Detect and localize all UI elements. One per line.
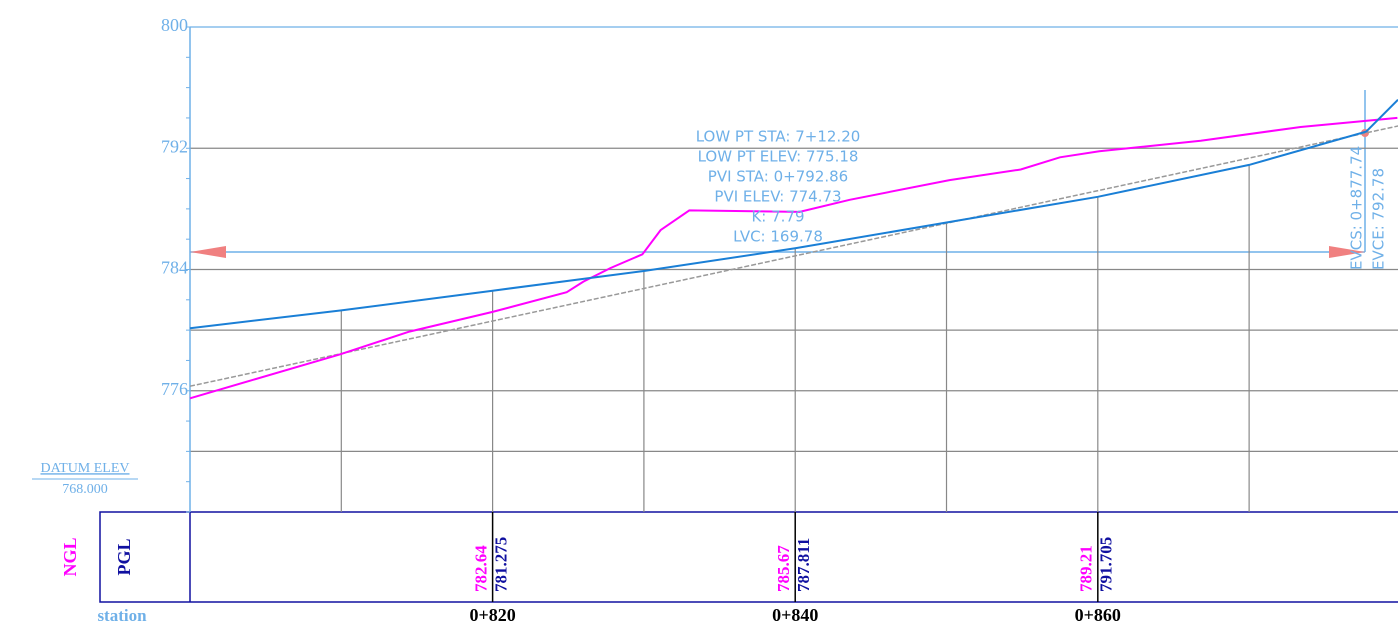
curve-annotation: LVC: 169.78 [733, 228, 823, 246]
y-tick-label: 776 [161, 379, 188, 399]
curve-annotation: PVI STA: 0+792.86 [708, 168, 848, 186]
y-tick-label: 784 [161, 258, 188, 278]
station-tick-label: 0+840 [772, 605, 818, 625]
band-box [99, 511, 1398, 603]
ngl-value: 789.21 [1077, 545, 1096, 592]
curve-annotation: LOW PT STA: 7+12.20 [696, 128, 861, 146]
curve-annotation: LOW PT ELEV: 775.18 [698, 148, 859, 166]
ngl-value: 782.64 [472, 545, 491, 592]
y-tick-label: 800 [161, 15, 188, 35]
evc-annotation: EVCE: 792.78 [1370, 168, 1388, 270]
arrow-left [190, 246, 226, 258]
station-tick-label: 0+820 [469, 605, 515, 625]
pgl-value: 791.705 [1097, 537, 1116, 592]
pgl-value: 781.275 [492, 537, 511, 592]
datum-value: 768.000 [62, 482, 108, 497]
ngl-band-name: NGL [60, 537, 80, 576]
pgl-band-name: PGL [114, 538, 134, 575]
station-label: station [97, 606, 147, 625]
station-tick-label: 0+860 [1075, 605, 1121, 625]
ngl-value: 785.67 [774, 545, 793, 592]
evc-annotation: EVCS: 0+877.74 [1348, 146, 1366, 270]
pgl-value: 787.811 [794, 538, 813, 592]
curve-annotation: K: 7.79 [751, 208, 804, 226]
profile-line [189, 125, 1398, 387]
profile-line [189, 98, 1398, 330]
arrow-right [1329, 246, 1365, 258]
datum-label: DATUM ELEV [40, 461, 129, 476]
y-tick-label: 792 [161, 136, 188, 156]
curve-annotation: PVI ELEV: 774.73 [714, 188, 841, 206]
profile-line [189, 116, 1398, 400]
